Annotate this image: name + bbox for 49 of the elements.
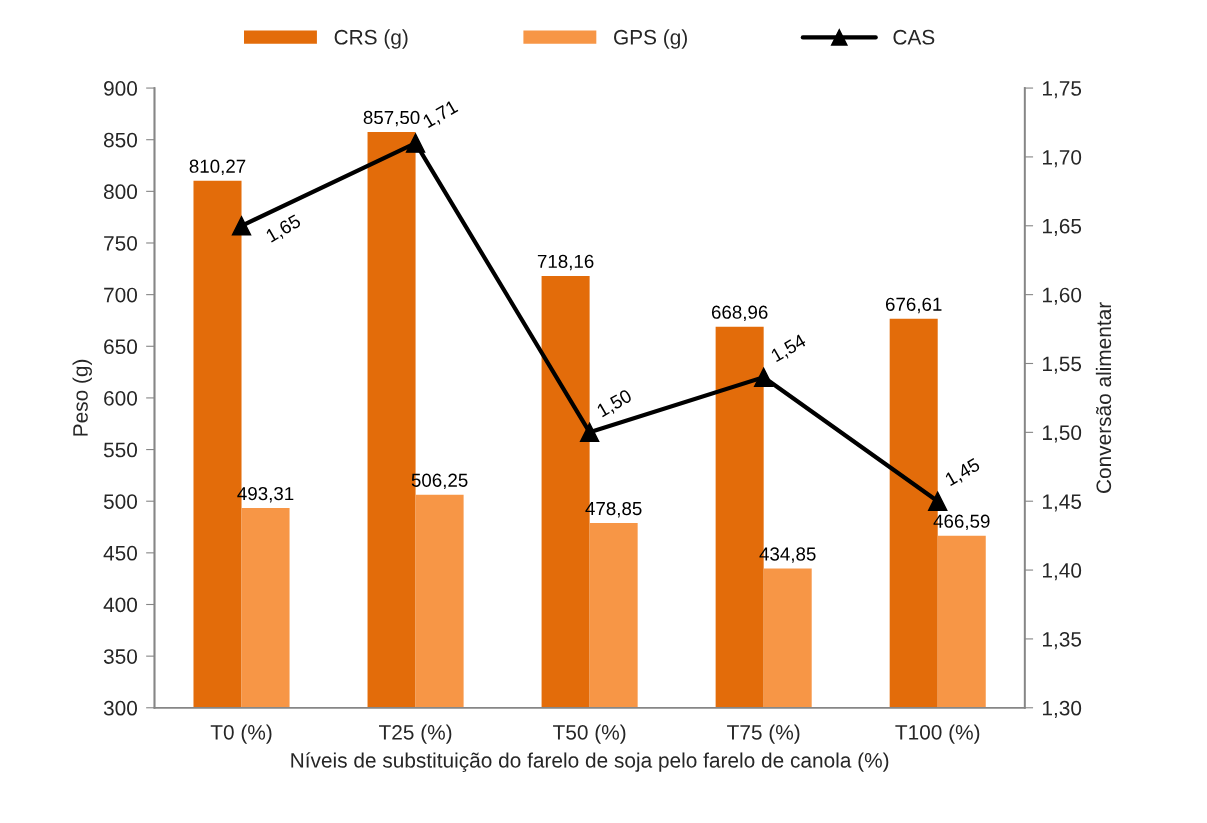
point	[231, 216, 252, 236]
x-tick-label: T50 (%)	[553, 724, 626, 744]
y2-tick-label: 1,65	[1043, 218, 1082, 236]
legend-label: CRS (g)	[334, 29, 408, 49]
y2-tick-label: 1,35	[1043, 631, 1082, 650]
y-tick-label: 800	[103, 184, 138, 200]
y-axis-title: Peso (g)	[72, 359, 92, 436]
y-tick-label: 700	[104, 287, 138, 303]
y-tick-label: 850	[103, 132, 138, 148]
y-tick-label: 750	[104, 235, 138, 251]
y-tick-label: 300	[103, 700, 138, 716]
point	[927, 491, 948, 511]
legend-label: GPS (g)	[614, 29, 687, 49]
x-tick-label: T0 (%)	[210, 724, 272, 744]
point	[405, 133, 426, 153]
y2-tick-label: 1,45	[1043, 494, 1082, 512]
x-axis-title: Níveis de substituição do farelo de soja pelo farelo de canola (%)	[291, 752, 889, 772]
y2-tick-label: 1,55	[1043, 356, 1082, 374]
data-label: 810,27	[189, 159, 246, 176]
y-tick-label: 900	[104, 81, 138, 96]
data-label: 676,61	[885, 297, 942, 314]
y2-tick-label: 1,40	[1043, 563, 1082, 581]
y-tick-label: 350	[103, 649, 138, 664]
point	[579, 422, 600, 443]
y2-tick-label: 1,75	[1043, 81, 1082, 99]
data-label: 1,45	[944, 457, 982, 489]
y-tick-label: 600	[104, 390, 138, 406]
data-label: 857,50	[363, 110, 420, 127]
point	[753, 367, 774, 387]
x-tick-label: T100 (%)	[895, 724, 980, 744]
x-tick-label: T25 (%)	[379, 724, 452, 744]
y2-tick-label: 1,30	[1043, 700, 1082, 718]
y-tick-label: 400	[103, 597, 138, 613]
data-label: 668,96	[711, 305, 768, 322]
data-label: 718,16	[537, 254, 594, 271]
data-label: 1,71	[422, 99, 460, 131]
x-tick-label: T75 (%)	[727, 724, 800, 744]
y-tick-label: 550	[103, 442, 138, 458]
legend-label: CAS	[893, 29, 935, 45]
y-tick-label: 450	[103, 545, 138, 561]
y2-tick-label: 1,60	[1043, 287, 1082, 305]
y2-axis-title: Conversão alimentar	[1095, 302, 1112, 493]
data-label: 1,65	[265, 213, 303, 245]
y2-tick-label: 1,50	[1043, 425, 1082, 443]
data-label: 1,50	[596, 388, 634, 420]
data-label: 1,54	[770, 333, 808, 365]
y2-tick-label: 1,70	[1043, 149, 1082, 168]
y-tick-label: 500	[103, 494, 138, 509]
y-tick-label: 650	[104, 339, 138, 355]
